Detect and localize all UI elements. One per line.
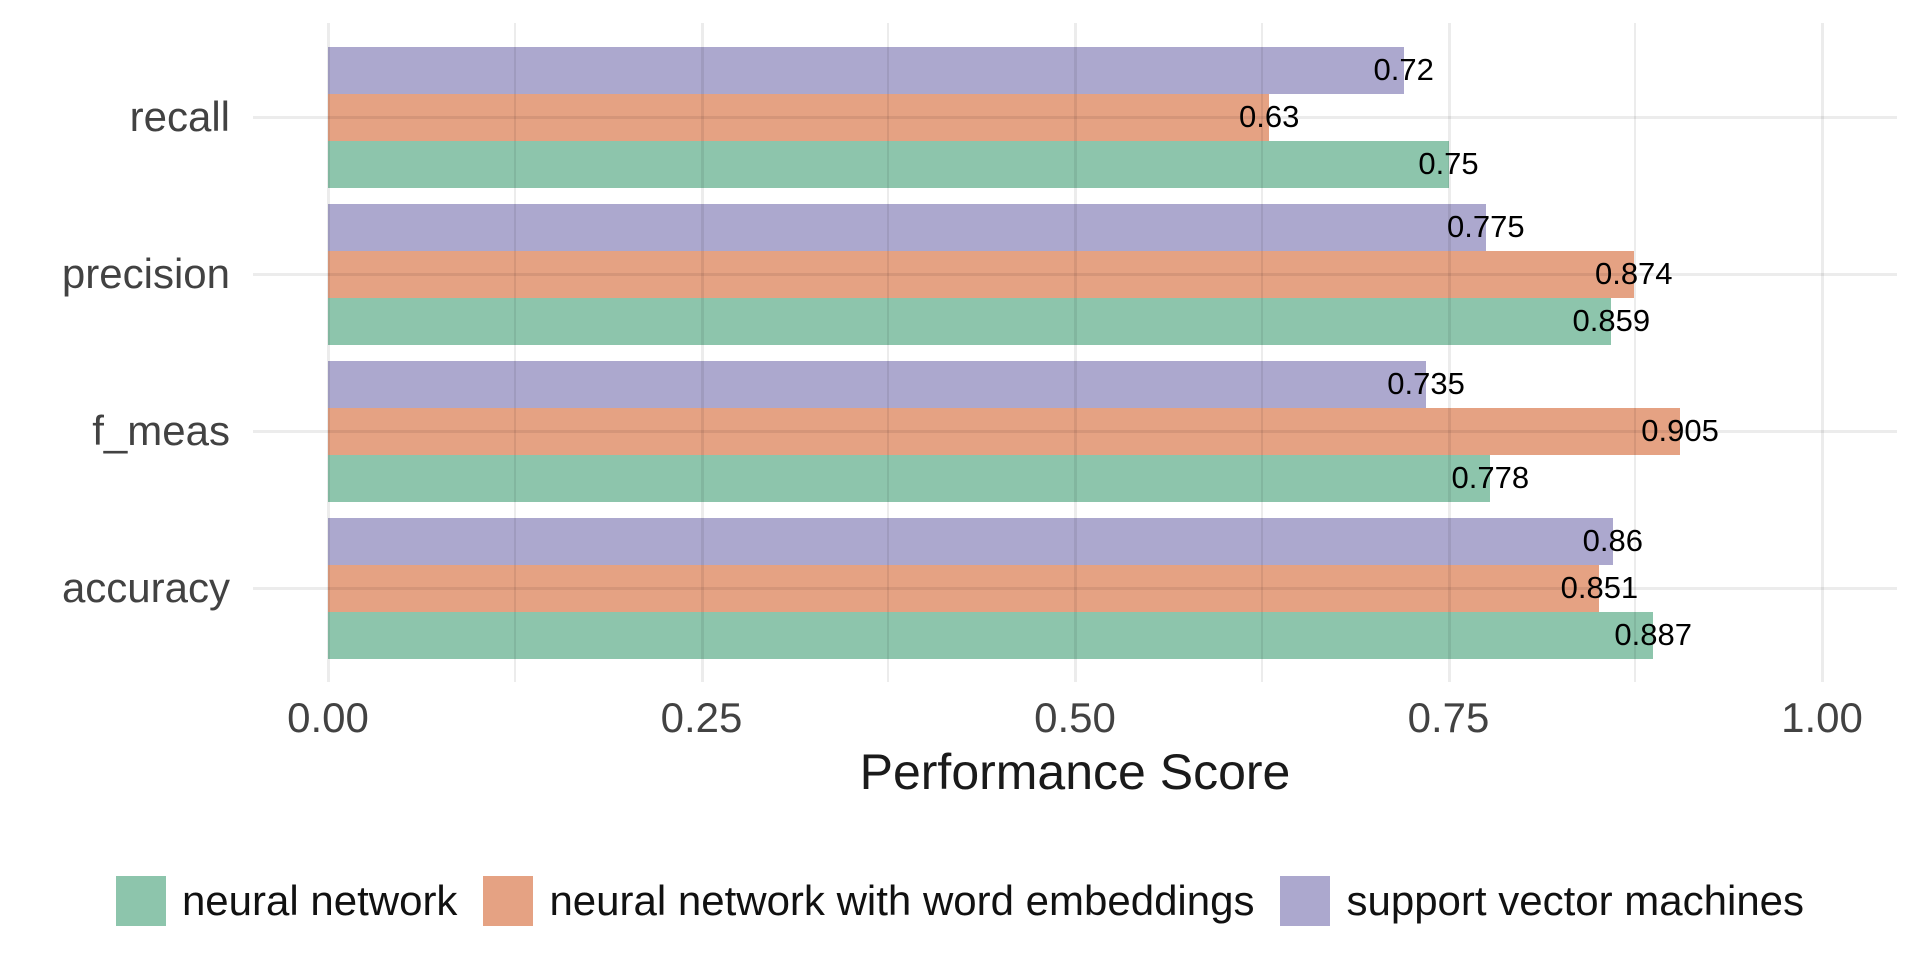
h-gridline-recall: [253, 116, 1897, 119]
y-axis-label-precision: precision: [61, 250, 230, 297]
v-minor-gridline-0.875: [1634, 23, 1637, 682]
bar-f_meas-3: [328, 454, 1491, 502]
value-label-accuracy-1: 0.86: [1582, 523, 1643, 558]
bar-f_meas-1: [328, 360, 1427, 408]
bar-accuracy-1: [328, 517, 1613, 565]
bar-precision-2: [328, 250, 1634, 298]
legend-item: support vector machines: [1280, 876, 1804, 926]
legend: neural network neural network with word e…: [0, 876, 1920, 926]
legend-label: neural network: [181, 877, 458, 924]
bar-recall-2: [328, 93, 1270, 141]
value-label-f_meas-2: 0.905: [1641, 413, 1719, 448]
v-minor-gridline-0.125: [513, 23, 516, 682]
y-axis-label-accuracy: accuracy: [61, 564, 230, 611]
legend-item: neural network with word embeddings: [483, 876, 1254, 926]
bar-f_meas-2: [328, 407, 1681, 455]
h-gridline-f_meas: [253, 430, 1897, 433]
h-gridline-accuracy: [253, 587, 1897, 590]
bar-precision-1: [328, 203, 1486, 251]
x-axis-title: Performance Score: [859, 744, 1291, 800]
value-label-f_meas-3: 0.778: [1451, 460, 1530, 495]
legend-label: neural network with word embeddings: [549, 877, 1255, 924]
value-label-accuracy-3: 0.887: [1614, 617, 1692, 652]
v-minor-gridline-0.625: [1260, 23, 1263, 682]
value-label-recall-2: 0.63: [1239, 99, 1300, 134]
value-label-f_meas-1: 0.735: [1387, 366, 1465, 401]
legend-item: neural network: [115, 876, 458, 926]
bar-accuracy-2: [328, 564, 1600, 612]
x-tick-label-0.25: 0.25: [660, 694, 743, 741]
y-axis-label-recall: recall: [129, 93, 230, 140]
bar-accuracy-3: [328, 611, 1654, 659]
value-label-recall-1: 0.72: [1373, 52, 1434, 87]
x-tick-label-0.50: 0.50: [1034, 694, 1116, 741]
value-label-precision-2: 0.874: [1594, 256, 1673, 291]
legend-label: support vector machines: [1346, 877, 1805, 924]
h-gridline-precision: [253, 273, 1897, 276]
bar-precision-3: [328, 297, 1612, 345]
v-minor-gridline-0.375: [887, 23, 890, 682]
bar-recall-3: [328, 140, 1449, 188]
v-major-gridline-0.25: [700, 23, 704, 682]
legend-swatch-icon: [115, 876, 166, 926]
x-tick-label-0.00: 0.00: [287, 694, 369, 741]
value-label-precision-3: 0.859: [1572, 303, 1651, 338]
y-axis-label-f_meas: f_meas: [92, 407, 230, 454]
v-major-gridline-0.75: [1447, 23, 1451, 682]
bar-recall-1: [328, 46, 1404, 94]
value-label-precision-1: 0.775: [1447, 209, 1525, 244]
x-tick-label-1.00: 1.00: [1781, 694, 1863, 741]
v-major-gridline-0.50: [1074, 23, 1077, 682]
v-major-gridline-0.00: [327, 23, 330, 682]
legend-swatch-icon: [483, 876, 534, 926]
legend-swatch-icon: [1280, 876, 1331, 926]
v-major-gridline-1.00: [1821, 23, 1824, 682]
value-label-accuracy-2: 0.851: [1560, 570, 1639, 605]
x-tick-label-0.75: 0.75: [1407, 694, 1490, 741]
value-label-recall-3: 0.75: [1418, 146, 1479, 181]
